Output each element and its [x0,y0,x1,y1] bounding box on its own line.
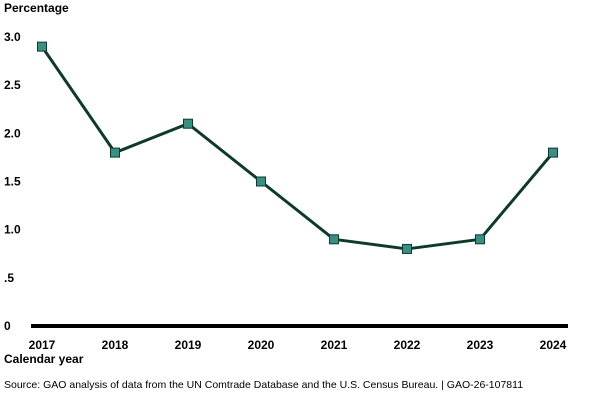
x-tick-label: 2018 [102,338,129,352]
x-axis: 2017 2018 2019 2020 2021 2022 2023 2024 [29,338,567,352]
y-tick-label: 3.0 [4,30,21,44]
x-axis-title: Calendar year [4,352,84,366]
x-tick-label: 2024 [540,338,567,352]
y-axis-title: Percentage [4,1,69,15]
series-markers [37,41,558,254]
x-tick-label: 2022 [394,338,421,352]
series-line [40,45,555,251]
y-tick-label: 1.0 [4,223,21,237]
data-point-marker [548,147,558,158]
x-tick-label: 2023 [467,338,494,352]
source-note: Source: GAO analysis of data from the UN… [4,379,524,391]
y-axis: 0 .5 1.0 1.5 2.0 2.5 3.0 [4,30,21,333]
x-tick-label: 2019 [175,338,202,352]
data-point-marker [475,234,485,245]
data-point-marker [110,147,120,158]
data-point-marker [183,118,193,129]
x-tick-label: 2017 [29,338,56,352]
y-tick-label: 1.5 [4,175,21,189]
data-point-marker [402,243,412,254]
y-tick-label: 2.0 [4,126,21,140]
data-point-marker [256,176,266,187]
data-point-marker [37,41,47,52]
x-tick-label: 2020 [248,338,275,352]
data-point-marker [329,234,339,245]
y-tick-label: 2.5 [4,78,21,92]
y-tick-label: 0 [4,319,11,333]
y-tick-label: .5 [4,271,14,285]
x-tick-label: 2021 [321,338,348,352]
